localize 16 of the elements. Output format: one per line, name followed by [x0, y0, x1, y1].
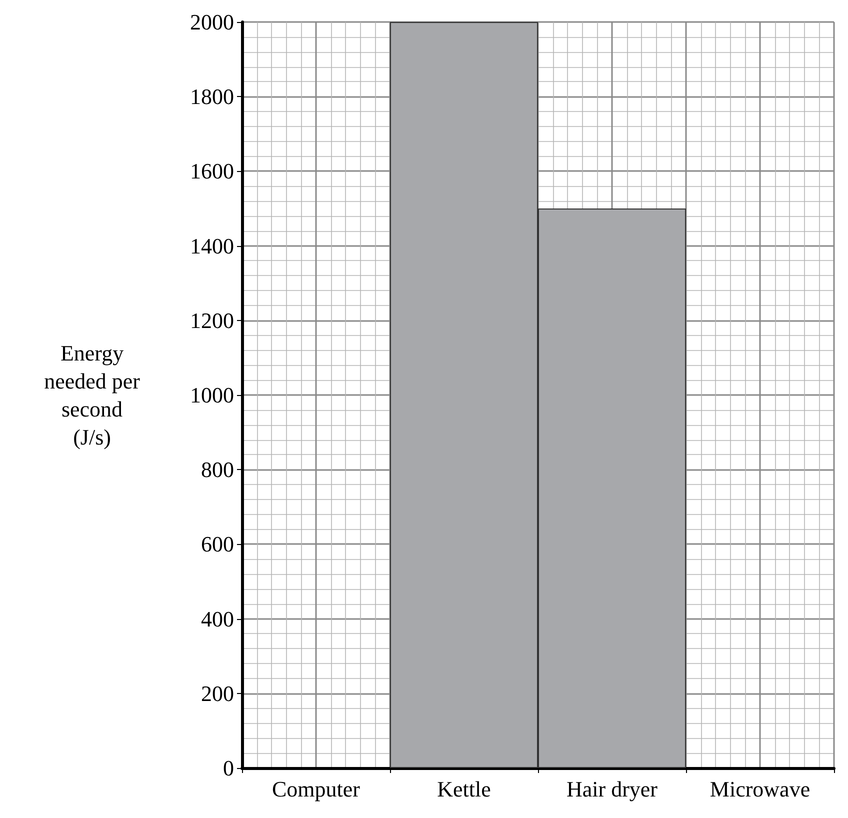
- y-tick-label: 1400: [190, 233, 234, 258]
- y-tick-label: 200: [201, 680, 234, 706]
- y-tick-label: 0: [223, 756, 234, 780]
- y-tick-label: 1600: [190, 158, 234, 184]
- y-tick-label: 2000: [190, 10, 234, 34]
- x-tick-label: Kettle: [437, 776, 491, 802]
- x-tick-label: Computer: [272, 776, 361, 802]
- y-tick-label: 800: [201, 457, 234, 482]
- y-tick-label: 600: [201, 532, 234, 557]
- y-axis-title: Energy needed per second (J/s): [44, 340, 141, 450]
- y-tick-label: 400: [201, 606, 234, 632]
- x-tick-label: Microwave: [710, 776, 810, 802]
- y-tick-label: 1200: [190, 308, 234, 333]
- y-tick-label: 1800: [190, 84, 234, 110]
- x-tick-label: Hair dryer: [566, 776, 658, 802]
- y-tick-label: 1000: [190, 382, 234, 408]
